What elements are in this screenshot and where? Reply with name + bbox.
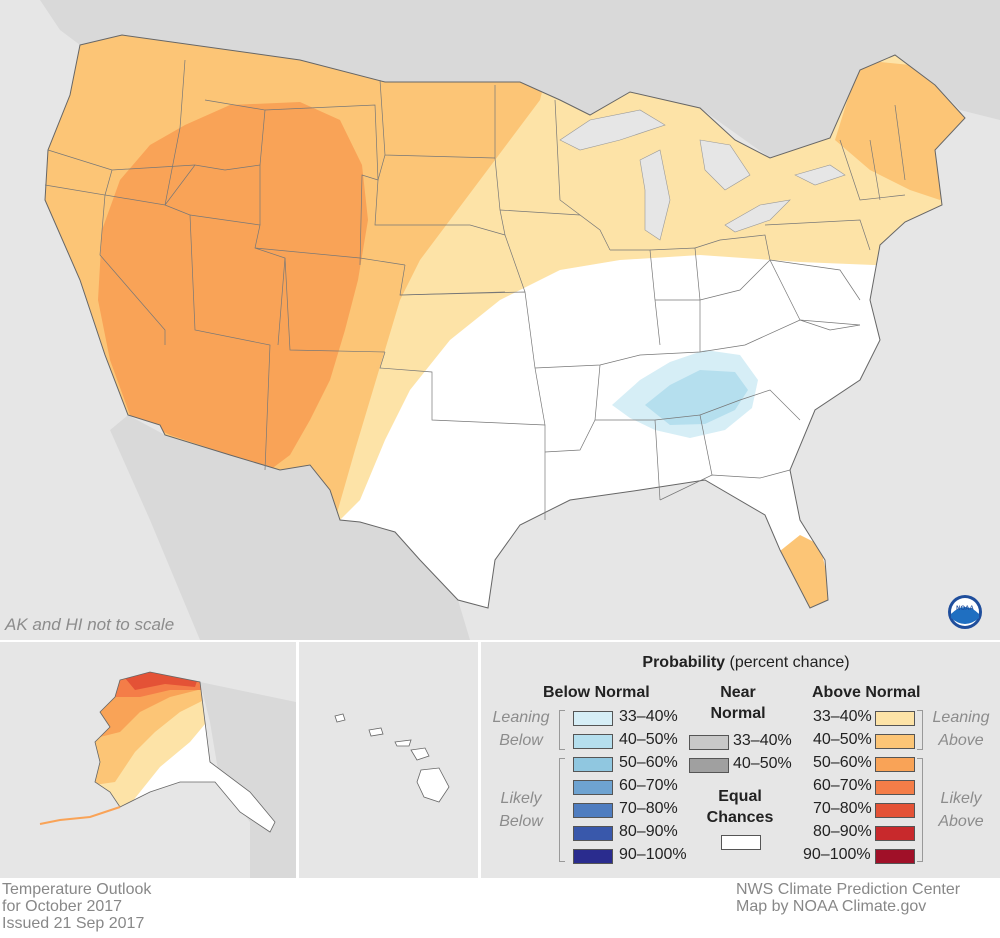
above-70-80-label: 70–80% xyxy=(813,800,872,817)
outlook-period: for October 2017 xyxy=(2,898,123,915)
legend-title-rest: (percent chance) xyxy=(729,654,850,671)
credit-map-by: Map by NOAA Climate.gov xyxy=(736,898,927,915)
mexico-landmass xyxy=(110,415,470,640)
great-lakes xyxy=(559,109,846,241)
above-50-60-swatch xyxy=(875,757,915,772)
alaska-inset xyxy=(0,642,296,878)
above-80-90-label: 80–90% xyxy=(813,823,872,840)
above-70-80-swatch xyxy=(875,803,915,818)
hawaii-map-svg xyxy=(334,713,450,803)
likely-above-line2: Above xyxy=(938,813,984,830)
below-70-80-swatch xyxy=(573,803,613,818)
below-90-100-label: 90–100% xyxy=(619,846,687,863)
below-50-60-label: 50–60% xyxy=(619,754,678,771)
leaning-above-bracket xyxy=(917,710,923,750)
legend-title-bold: Probability xyxy=(642,654,726,671)
below-33-40-label: 33–40% xyxy=(619,708,678,725)
hawaii-islands xyxy=(334,713,450,803)
alaska-map-svg xyxy=(39,671,296,878)
below-33-40-swatch xyxy=(573,711,613,726)
below-40-50-swatch xyxy=(573,734,613,749)
above-40-50-label: 40–50% xyxy=(813,731,872,748)
kauai xyxy=(334,713,346,723)
near-40-50-label: 40–50% xyxy=(733,755,792,772)
legend-title: Probability (percent chance) xyxy=(616,654,876,672)
below-80-90-swatch xyxy=(573,826,613,841)
below-60-70-label: 60–70% xyxy=(619,777,678,794)
likely-above-line1: Likely xyxy=(940,790,982,807)
below-90-100-swatch xyxy=(573,849,613,864)
likely-below-label: Likely Below xyxy=(485,787,557,833)
credit-caption: NWS Climate Prediction Center Map by NOA… xyxy=(736,881,960,915)
below-normal-header: Below Normal xyxy=(543,684,650,701)
near-33-40-swatch xyxy=(689,735,729,750)
conus-map-svg: NOAA xyxy=(0,0,1000,640)
leaning-above-line2: Above xyxy=(938,732,984,749)
above-80-90-swatch xyxy=(875,826,915,841)
probability-legend: Probability (percent chance) Below Norma… xyxy=(481,642,1000,878)
likely-below-line2: Below xyxy=(499,813,543,830)
lake-huron xyxy=(699,139,751,191)
below-50-60-swatch xyxy=(573,757,613,772)
outlook-title: Temperature Outlook xyxy=(2,881,152,898)
below-80-90-label: 80–90% xyxy=(619,823,678,840)
likely-above-bracket xyxy=(917,758,923,862)
likely-below-bracket xyxy=(559,758,565,862)
leaning-below-line1: Leaning xyxy=(492,709,550,726)
credit-agency: NWS Climate Prediction Center xyxy=(736,881,961,898)
lake-ontario xyxy=(794,164,846,186)
above-normal-header: Above Normal xyxy=(812,684,921,701)
above-60-70-swatch xyxy=(875,780,915,795)
lake-superior xyxy=(559,109,666,151)
equal-chances-line2: Chances xyxy=(706,809,774,826)
above-60-70-label: 60–70% xyxy=(813,777,872,794)
canada-inset-landmass xyxy=(200,682,296,878)
leaning-above-label: Leaning Above xyxy=(925,706,997,752)
leaning-below-bracket xyxy=(559,710,565,750)
near-normal-header-line1: Near xyxy=(720,684,756,701)
above-40-50-florida-area xyxy=(775,535,835,608)
lake-erie xyxy=(724,199,791,233)
pacific-ocean xyxy=(0,150,128,430)
above-50-60-label: 50–60% xyxy=(813,754,872,771)
above-90-100-label: 90–100% xyxy=(803,846,871,863)
above-40-50-swatch xyxy=(875,734,915,749)
noaa-logo-text: NOAA xyxy=(956,606,974,612)
hawaii-inset xyxy=(299,642,478,878)
equal-chances-swatch xyxy=(721,835,761,850)
leaning-above-line1: Leaning xyxy=(932,709,990,726)
state-boundaries xyxy=(44,59,906,520)
likely-above-label: Likely Above xyxy=(925,787,997,833)
conus-outline xyxy=(44,34,966,609)
above-90-100-swatch xyxy=(875,849,915,864)
equal-chances-line1: Equal xyxy=(718,788,762,805)
outlook-issued: Issued 21 Sep 2017 xyxy=(2,915,145,932)
above-33-40-swatch xyxy=(875,711,915,726)
near-40-50-swatch xyxy=(689,758,729,773)
outlook-caption: Temperature Outlook for October 2017 Iss… xyxy=(2,881,151,932)
hawaii-big-island xyxy=(416,767,450,803)
above-50-60-area xyxy=(98,102,368,470)
map-scale-note: AK and HI not to scale xyxy=(5,615,175,634)
leaning-below-line2: Below xyxy=(499,732,543,749)
lake-michigan xyxy=(639,149,671,241)
below-60-70-swatch xyxy=(573,780,613,795)
conus-probability-areas xyxy=(45,35,965,608)
leaning-below-label: Leaning Below xyxy=(485,706,557,752)
molokai xyxy=(394,739,412,747)
canada-landmass xyxy=(0,0,1000,158)
below-40-50-label: 40–50% xyxy=(619,731,678,748)
maui xyxy=(410,747,430,761)
alaska-outline xyxy=(94,671,276,833)
above-33-40-label: 33–40% xyxy=(813,708,872,725)
noaa-logo: NOAA xyxy=(948,595,982,629)
below-40-50-area xyxy=(645,370,748,425)
below-70-80-label: 70–80% xyxy=(619,800,678,817)
conus-map: NOAA AK and HI not to scale xyxy=(0,0,1000,640)
oahu xyxy=(368,727,384,737)
near-33-40-label: 33–40% xyxy=(733,732,792,749)
aleutian-islands xyxy=(39,806,121,825)
likely-below-line1: Likely xyxy=(500,790,542,807)
near-normal-header-line2: Normal xyxy=(710,705,766,722)
